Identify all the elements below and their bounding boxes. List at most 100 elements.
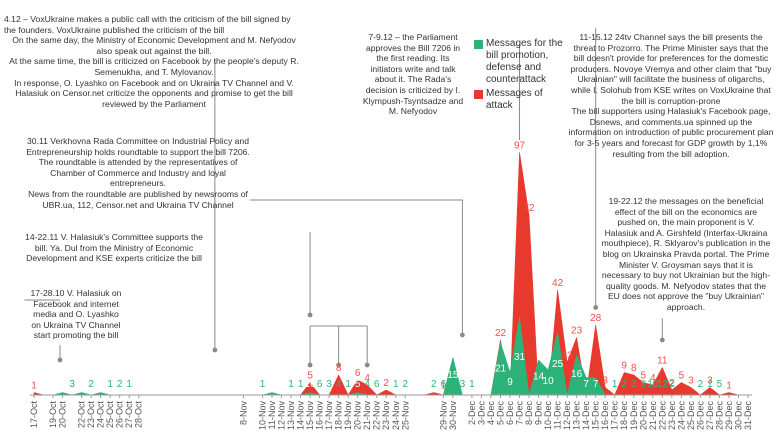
annotation-marker-dot [212, 347, 218, 353]
x-axis: 17-Oct 19-Oct 20-Oct 22-Oct 23-Oct 24-Oct 25-O… [29, 394, 753, 431]
promotion-value-label: 10 [647, 379, 659, 390]
promotion-value-label: 1 [298, 379, 304, 390]
x-tick-label: 13-Dec [572, 401, 582, 431]
promotion-value-label: 15 [447, 370, 459, 381]
x-tick-label: 26-Oct [115, 401, 125, 429]
annotation-text: The roundtable is attended by the repres… [38, 157, 238, 189]
annotation-marker-dot [593, 305, 599, 310]
promotion-value-label: 1 [79, 379, 85, 390]
x-tick-label: 3-Dec [476, 401, 486, 426]
x-tick-label: 15-Nov [305, 401, 315, 431]
x-tick-label: 4-Dec [486, 401, 496, 426]
attack-value-label: 5 [679, 371, 685, 382]
attack-value-label: 2 [669, 378, 675, 389]
attack-value-label: 3 [688, 376, 694, 387]
x-tick-label: 20-Oct [58, 401, 68, 429]
promotion-value-label: 3 [631, 379, 637, 390]
x-tick-label: 30-Nov [448, 401, 458, 431]
annotation-text: 14-22.11 V. Halasiuk's Committee support… [25, 232, 203, 264]
attack-value-label: 2 [383, 378, 389, 389]
x-tick-label: 23-Dec [667, 401, 677, 431]
promotion-value-label: 2 [669, 379, 675, 390]
promotion-value-label: 3 [98, 379, 104, 390]
x-tick-label: 11-Dec [553, 401, 563, 430]
promotion-value-label: 3 [460, 379, 466, 390]
x-tick-label: 14-Dec [581, 401, 591, 431]
x-tick-label: 27-Oct [124, 401, 134, 429]
promotion-value-label: 1 [260, 379, 266, 390]
promotion-value-label: 1 [107, 379, 113, 390]
legend-swatch-promotion [474, 40, 483, 49]
promotion-value-label: 1 [60, 379, 66, 390]
promotion-value-label: 5 [355, 379, 361, 390]
promotion-value-label: 12 [657, 379, 669, 390]
attack-value-label: 72 [523, 203, 535, 214]
annotation-text: 17-28.10 V. Halasiuk on Facebook and int… [30, 288, 122, 341]
attack-value-label: 9 [621, 361, 627, 372]
promotion-value-label: 1 [393, 379, 399, 390]
x-tick-label: 14-Nov [296, 401, 306, 431]
x-tick-label: 27-Dec [705, 401, 715, 431]
promotion-value-label: 3 [69, 379, 75, 390]
x-tick-label: 25-Dec [686, 401, 696, 431]
annotation-text: 30.11 Verkhovna Rada Committee on Indust… [26, 136, 250, 157]
annotation-marker-dot [460, 332, 465, 338]
attack-value-label: 42 [552, 278, 564, 289]
attack-value-label: 1 [441, 381, 447, 392]
legend-swatch-attack [474, 90, 483, 99]
x-tick-label: 12-Dec [562, 401, 572, 431]
x-tick-label: 24-Dec [676, 401, 686, 431]
annotation-11-15-12: 11-15.12 24tv Channel says the bill pres… [568, 32, 774, 159]
annotation-7-9-12: 7-9.12 – the Parliament approves the Bil… [362, 32, 464, 117]
attack-value-label: 3 [707, 376, 713, 387]
promotion-value-label: 2 [621, 379, 627, 390]
promotion-value-label: 14 [533, 371, 545, 382]
x-tick-label: 29-Nov [438, 401, 448, 431]
promotion-value-label: 2 [403, 379, 409, 390]
attack-value-label: 23 [571, 326, 583, 337]
annotation-text: News from the roundtable are published b… [28, 188, 248, 210]
annotation-marker-dot [57, 357, 63, 363]
x-tick-label: 29-Dec [724, 401, 734, 431]
annotation-leader-line [250, 199, 463, 335]
annotation-marker-dot [659, 337, 665, 343]
x-tick-label: 2-Dec [467, 401, 477, 426]
legend-label-attack: Messages of attack [486, 88, 543, 111]
promotion-value-label: 6 [374, 379, 380, 390]
annotation-marker-dot [336, 362, 342, 368]
x-tick-label: 10-Dec [543, 401, 553, 431]
x-tick-label: 22-Oct [77, 401, 87, 429]
x-tick-label: 5-Dec [495, 401, 505, 426]
x-tick-label: 11-Nov [267, 401, 277, 430]
legend-item-attack: Messages of attack [474, 88, 566, 112]
attack-value-label: 28 [590, 313, 602, 324]
annotation-text: At the same time, the bill is criticized… [9, 56, 299, 77]
legend-item-promotion: Messages for the bill promotion, defense… [474, 38, 566, 86]
attack-value-label: 8 [336, 363, 342, 374]
promotion-value-label: 31 [514, 352, 526, 363]
annotation-text: 11-15.12 24tv Channel says the bill pres… [570, 32, 772, 106]
attack-value-label: 5 [641, 371, 647, 382]
promotion-value-label: 21 [495, 363, 507, 374]
promotion-value-label: 2 [431, 379, 437, 390]
promotion-value-label: 1 [707, 379, 713, 390]
attack-value-label: 22 [495, 328, 507, 339]
promotion-value-label: 3 [326, 379, 332, 390]
attack-value-label: 1 [31, 381, 37, 392]
annotation-30-11: 30.11 Verkhovna Rada Committee on Indust… [26, 136, 250, 210]
promotion-value-label: 4 [364, 379, 370, 390]
annotation-markers [57, 305, 665, 368]
legend-label-promotion: Messages for the bill promotion, defense… [486, 38, 563, 85]
promotion-value-label: 6 [441, 379, 447, 390]
attack-value-label: 5 [307, 371, 313, 382]
x-tick-label: 18-Dec [619, 401, 629, 431]
x-tick-label: 25-Oct [105, 401, 115, 429]
annotation-text: On the same day, the Ministry of Economi… [12, 35, 296, 56]
annotation-marker-dot [364, 362, 370, 368]
promotion-value-label: 8 [641, 379, 647, 390]
annotation-text: 19-22.12 the messages on the beneficial … [601, 196, 771, 312]
promotion-value-label: 1 [269, 379, 275, 390]
promotion-value-label: 10 [305, 379, 317, 390]
x-tick-label: 8-Nov [238, 401, 248, 426]
promotion-value-label: 1 [126, 379, 132, 390]
